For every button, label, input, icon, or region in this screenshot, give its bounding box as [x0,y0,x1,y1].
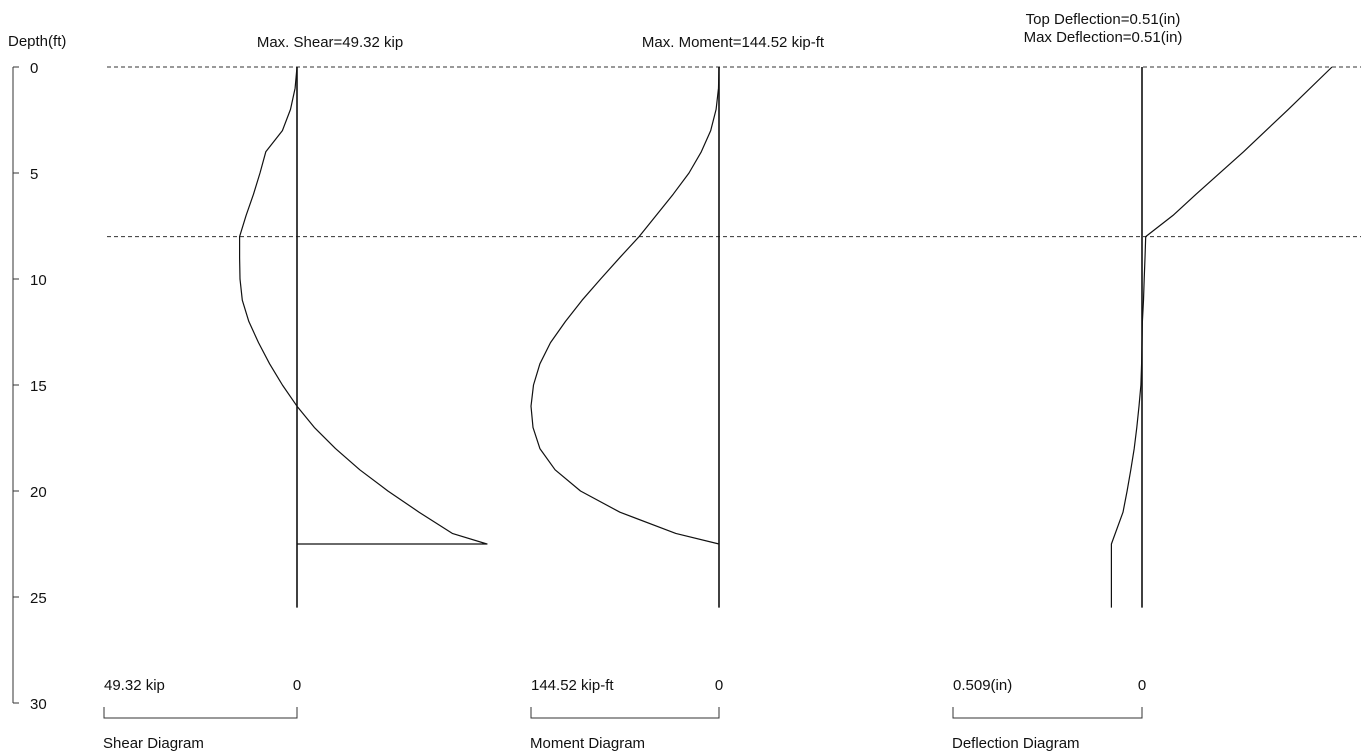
shear-diagram: Max. Shear=49.32 kip 49.32 kip 0 Shear Diag… [103,34,488,752]
depth-tick-label: 20 [30,484,47,501]
shear-header: Max. Shear=49.32 kip [257,34,403,51]
moment-curve [530,66,720,545]
depth-tick-label: 15 [30,378,47,395]
deflection-scale-bracket [952,707,1143,719]
moment-scale-zero-label: 0 [715,677,723,694]
depth-tick-label: 10 [30,272,47,289]
moment-scale-max-label: 144.52 kip-ft [531,677,614,694]
moment-diagram: Max. Moment=144.52 kip-ft 144.52 kip-ft 0 M… [530,34,825,752]
deflection-header-2: Max Deflection=0.51(in) [1024,29,1183,46]
shear-scale-zero-label: 0 [293,677,301,694]
deflection-curve [1110,66,1333,608]
depth-tick-label: 0 [30,60,38,77]
shear-curve [239,66,488,545]
shear-scale-max-label: 49.32 kip [104,677,165,694]
shear-scale-bracket [103,707,298,719]
deflection-title: Deflection Diagram [952,735,1080,752]
deflection-scale-max-label: 0.509(in) [953,677,1012,694]
moment-header: Max. Moment=144.52 kip-ft [642,34,825,51]
deflection-diagram: Top Deflection=0.51(in)Max Deflection=0.… [952,11,1333,752]
reference-lines [107,66,1361,238]
deflection-header: Top Deflection=0.51(in) [1026,11,1181,28]
depth-tick-label: 25 [30,590,47,607]
depth-tick-label: 30 [30,696,47,713]
depth-axis: Depth(ft) 0 5 10 15 20 25 30 [8,33,66,713]
moment-title: Moment Diagram [530,735,645,752]
diagrams: Max. Shear=49.32 kip 49.32 kip 0 Shear Diag… [103,11,1333,752]
deflection-scale-zero-label: 0 [1138,677,1146,694]
depth-tick-label: 5 [30,166,38,183]
shear-title: Shear Diagram [103,735,204,752]
depth-axis-label: Depth(ft) [8,33,66,50]
moment-scale-bracket [530,707,720,719]
